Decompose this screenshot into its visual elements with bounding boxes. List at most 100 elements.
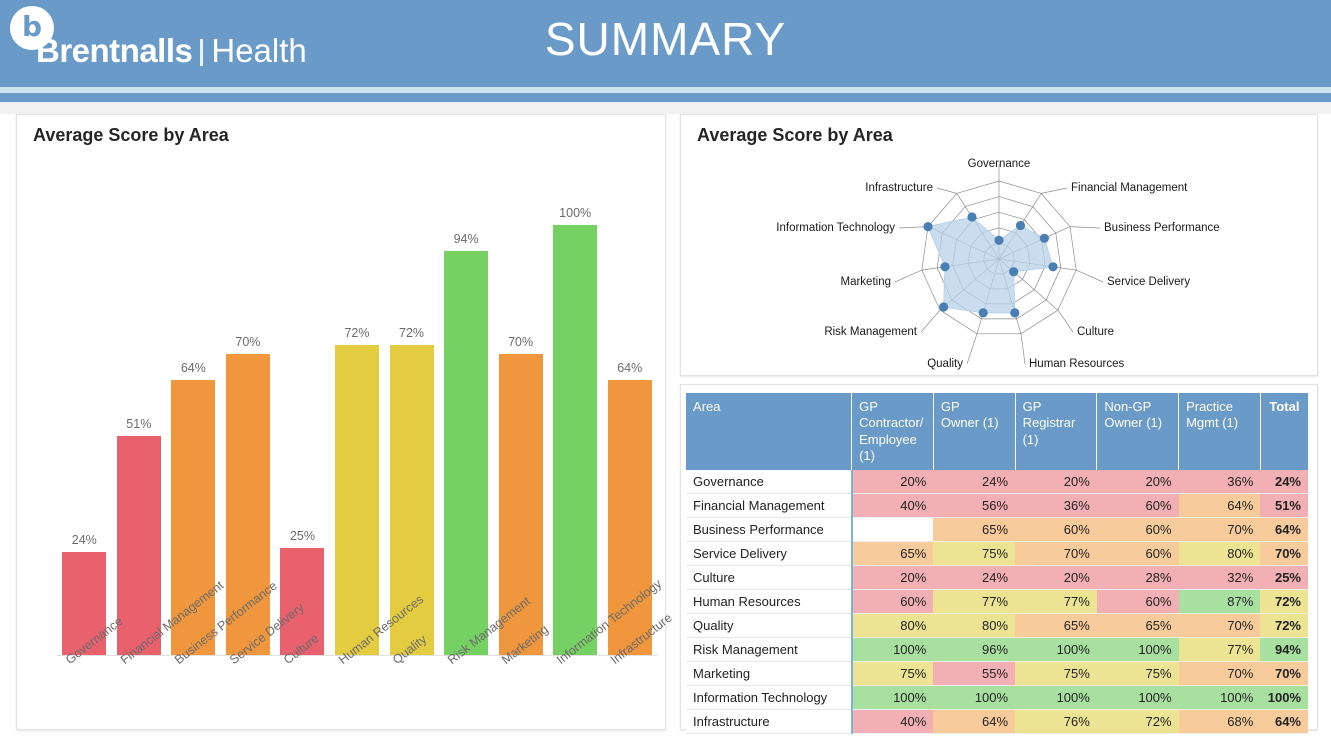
table-cell-score: 100% (851, 637, 934, 662)
table-cell-area: Information Technology (686, 685, 853, 710)
table-col-header[interactable]: Practice Mgmt (1) (1178, 393, 1261, 470)
radar-data-point[interactable] (940, 262, 950, 272)
bar-column[interactable]: 70% (498, 155, 543, 655)
bar-value-label: 24% (71, 532, 97, 547)
bar-column[interactable]: 72% (335, 155, 379, 655)
table-col-header[interactable]: Non-GP Owner (1) (1096, 393, 1180, 470)
brand-sub: Health (211, 32, 307, 69)
bar-column[interactable]: 100% (553, 155, 598, 655)
table-cell-score: 56% (933, 493, 1016, 518)
radar-label-leader (936, 187, 957, 194)
bar-rect[interactable] (607, 379, 652, 655)
table-cell-total: 100% (1260, 685, 1308, 710)
table-col-header[interactable]: GP Contractor/Employee (1) (851, 393, 934, 470)
bar-rect[interactable] (389, 345, 434, 655)
table-cell-area: Business Performance (686, 517, 853, 542)
table-col-header-line: Mgmt (1) (1186, 415, 1239, 431)
radar-data-point[interactable] (939, 302, 949, 312)
radar-label-leader (1020, 333, 1026, 365)
table-row[interactable]: Financial Management 40% 56% 36% 60% 64% 51% (686, 493, 1308, 518)
bar-column[interactable]: 51% (116, 155, 161, 655)
table-col-header[interactable]: Area (686, 393, 853, 470)
table-row[interactable]: Culture 20% 24% 20% 28% 32% 25% (686, 565, 1308, 590)
bar-column[interactable]: 72% (389, 155, 434, 655)
bar-column[interactable]: 25% (280, 155, 325, 655)
table-cell-score: 28% (1096, 565, 1179, 590)
brand-name: Brentnalls (36, 32, 193, 69)
table-cell-score: 65% (1015, 613, 1097, 638)
table-col-header[interactable]: Total (1260, 393, 1308, 470)
table-header-row: Area GP Contractor/Employee (1) GP Owner (1… (686, 393, 1308, 470)
radar-label-leader (894, 269, 922, 283)
radar-data-point[interactable] (1039, 233, 1049, 243)
table-col-header[interactable]: GP Owner (1) (933, 393, 1016, 470)
header-accent-band-blue (0, 93, 1331, 102)
table-row[interactable]: Business Performance 65% 60% 60% 70% 64% (686, 517, 1308, 542)
table-cell-score: 100% (1015, 637, 1097, 662)
radar-axis-label: Human Resources (1029, 358, 1124, 370)
bar-column[interactable]: 94% (444, 155, 489, 655)
radar-data-point[interactable] (1009, 267, 1019, 277)
bar-column[interactable]: 64% (607, 155, 652, 655)
table-cell-score: 100% (1096, 685, 1179, 710)
radar-data-point[interactable] (967, 212, 977, 222)
radar-axis-label: Risk Management (824, 326, 917, 338)
table-col-header-line: GP Contractor/ (859, 399, 924, 431)
table-row[interactable]: Risk Management 100% 96% 100% 100% 77% 94% (686, 637, 1308, 662)
table-cell-area: Marketing (686, 661, 853, 686)
table-row[interactable]: Marketing 75% 55% 75% 75% 70% 70% (686, 661, 1308, 686)
logo-glyph: b (21, 10, 43, 43)
table-row[interactable]: Information Technology 100% 100% 100% 100% 10… (686, 685, 1308, 710)
table-cell-score: 65% (933, 517, 1016, 542)
bar-column[interactable]: 64% (171, 155, 216, 655)
table-col-header-line: Total (1269, 399, 1300, 414)
bar-rect[interactable] (62, 551, 107, 655)
radar-data-point[interactable] (994, 235, 1004, 245)
bar-column[interactable]: 24% (62, 155, 107, 655)
table-cell-score: 75% (933, 541, 1016, 566)
radar-data-point[interactable] (1010, 308, 1020, 318)
table-col-header[interactable]: GP Registrar (1) (1015, 393, 1098, 470)
table-cell-score: 87% (1178, 589, 1261, 614)
header-accent-band-grey (0, 102, 1331, 114)
table-cell-score: 60% (851, 589, 934, 614)
radar-chart-plot: Governance Financial Management Business P… (776, 158, 1219, 370)
table-cell-score: 76% (1015, 709, 1097, 734)
bar-rect[interactable] (280, 547, 325, 655)
radar-data-point[interactable] (1048, 262, 1058, 272)
bar-rect[interactable] (225, 354, 270, 655)
table-cell-score: 64% (1178, 493, 1261, 518)
bar-value-label: 64% (180, 360, 206, 375)
bar-rect[interactable] (498, 354, 543, 655)
table-row[interactable]: Infrastructure 40% 64% 76% 72% 68% 64% (686, 709, 1308, 734)
bar-chart-category-labels: Governance Financial Management Business P… (57, 577, 675, 728)
table-row[interactable]: Governance 20% 24% 20% 20% 36% 24% (686, 470, 1308, 494)
bar-rect[interactable] (335, 345, 379, 655)
table-cell-total: 64% (1260, 517, 1308, 542)
bar-rect[interactable] (116, 435, 161, 655)
table-cell-score: 70% (1015, 541, 1097, 566)
table-row[interactable]: Human Resources 60% 77% 77% 60% 87% 72% (686, 589, 1308, 614)
table-row[interactable]: Quality 80% 80% 65% 65% 70% 72% (686, 613, 1308, 638)
radar-chart-panel: Average Score by Area Governance Financia… (680, 114, 1318, 376)
table-row[interactable]: Service Delivery 65% 75% 70% 60% 80% 70% (686, 541, 1308, 566)
radar-data-point[interactable] (1015, 220, 1026, 231)
table-cell-score: 20% (851, 470, 934, 494)
radar-axis-label: Quality (927, 358, 963, 370)
table-cell-score: 100% (851, 685, 934, 710)
bar-column[interactable]: 70% (225, 155, 270, 655)
radar-data-point[interactable] (978, 308, 988, 318)
radar-label-leader (920, 309, 941, 333)
table-cell-score: 72% (1096, 709, 1179, 734)
bar-value-label: 51% (126, 416, 152, 431)
bar-rect[interactable] (444, 250, 489, 655)
score-table: Area GP Contractor/Employee (1) GP Owner (1… (686, 393, 1308, 734)
table-cell-score: 60% (1015, 517, 1097, 542)
table-cell-total: 72% (1260, 613, 1308, 638)
bar-rect[interactable] (171, 379, 216, 655)
table-cell-score: 100% (933, 685, 1016, 710)
radar-axis-label: Marketing (841, 276, 892, 288)
bar-rect[interactable] (553, 225, 598, 655)
table-cell-score: 70% (1178, 613, 1261, 638)
radar-data-point[interactable] (923, 222, 933, 232)
